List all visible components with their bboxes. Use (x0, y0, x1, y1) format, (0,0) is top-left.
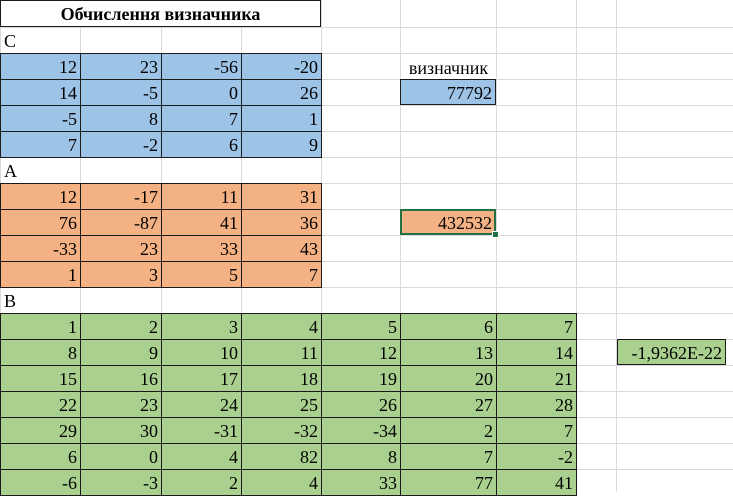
matrix-b-cell[interactable]: 15 (0, 365, 81, 392)
matrix-b-cell[interactable]: -32 (241, 417, 322, 444)
matrix-b-cell[interactable]: 82 (241, 443, 322, 470)
matrix-c-cell[interactable]: 9 (241, 131, 322, 158)
matrix-b-cell[interactable]: 2 (400, 417, 497, 444)
matrix-b-cell[interactable]: 9 (80, 339, 162, 366)
matrix-c-cell[interactable]: 6 (161, 131, 242, 158)
matrix-b-cell[interactable]: -2 (496, 443, 577, 470)
grid-row-line (0, 105, 733, 106)
determinant-a-cell[interactable]: 432532 (400, 209, 496, 235)
matrix-c-cell[interactable]: 12 (0, 53, 81, 80)
determinant-b-cell[interactable]: -1,9362E-22 (617, 339, 726, 365)
matrix-b-cell[interactable]: -31 (161, 417, 242, 444)
matrix-a-cell[interactable]: 5 (161, 261, 242, 288)
grid-row-line (0, 79, 733, 80)
matrix-b-cell[interactable]: 30 (80, 417, 162, 444)
matrix-b-cell[interactable]: 2 (80, 313, 162, 340)
matrix-b-cell[interactable]: 12 (321, 339, 401, 366)
matrix-b-cell[interactable]: 28 (496, 391, 577, 418)
matrix-c-cell[interactable]: 8 (80, 105, 162, 132)
matrix-c-cell[interactable]: 1 (241, 105, 322, 132)
matrix-b-cell[interactable]: 29 (0, 417, 81, 444)
matrix-b-cell[interactable]: 10 (161, 339, 242, 366)
grid-row-line (0, 157, 733, 158)
matrix-b-cell[interactable]: 21 (496, 365, 577, 392)
grid-row-line (0, 235, 733, 236)
matrix-a-cell[interactable]: -17 (80, 183, 162, 210)
matrix-a-cell[interactable]: -87 (80, 209, 162, 236)
matrix-b-cell[interactable]: 8 (321, 443, 401, 470)
matrix-c-cell[interactable]: 26 (241, 79, 322, 106)
matrix-c-cell[interactable]: -5 (80, 79, 162, 106)
matrix-c-cell[interactable]: 7 (161, 105, 242, 132)
matrix-a-cell[interactable]: 43 (241, 235, 322, 262)
grid-column-line (496, 0, 497, 492)
grid-column-line (616, 0, 617, 492)
matrix-a-cell[interactable]: 12 (0, 183, 81, 210)
determinant-c-cell[interactable]: 77792 (400, 79, 496, 105)
matrix-b-cell[interactable]: 25 (241, 391, 322, 418)
fill-handle[interactable] (492, 231, 499, 238)
matrix-c-cell[interactable]: -56 (161, 53, 242, 80)
determinant-label[interactable]: визначник (408, 58, 489, 78)
sheet-title[interactable]: Обчислення визначника (0, 0, 321, 27)
grid-row-line (0, 261, 733, 262)
matrix-b-cell[interactable]: 19 (321, 365, 401, 392)
grid-column-line (576, 0, 577, 492)
grid-row-line (0, 209, 733, 210)
matrix-b-cell[interactable]: 0 (80, 443, 162, 470)
matrix-a-cell[interactable]: 41 (161, 209, 242, 236)
matrix-a-cell[interactable]: -33 (0, 235, 81, 262)
matrix-b-cell[interactable]: -34 (321, 417, 401, 444)
matrix-b-cell[interactable]: 7 (496, 313, 577, 340)
matrix-b-cell[interactable]: 7 (496, 417, 577, 444)
matrix-a-cell[interactable]: 31 (241, 183, 322, 210)
matrix-b-cell[interactable]: 4 (161, 443, 242, 470)
matrix-c-cell[interactable]: -5 (0, 105, 81, 132)
section-label-b[interactable]: B (4, 291, 17, 311)
matrix-b-cell[interactable]: 18 (241, 365, 322, 392)
grid-row-line (0, 131, 733, 132)
section-label-a[interactable]: A (4, 161, 17, 181)
matrix-b-cell[interactable]: 5 (321, 313, 401, 340)
matrix-c-cell[interactable]: -2 (80, 131, 162, 158)
matrix-a-cell[interactable]: 23 (80, 235, 162, 262)
matrix-b-cell[interactable]: 13 (400, 339, 497, 366)
matrix-b-cell[interactable]: 11 (241, 339, 322, 366)
matrix-b-cell[interactable]: 22 (0, 391, 81, 418)
matrix-c-cell[interactable]: 23 (80, 53, 162, 80)
matrix-b-cell[interactable]: 6 (0, 443, 81, 470)
matrix-b-cell[interactable]: 1 (0, 313, 81, 340)
matrix-b-cell[interactable]: 4 (241, 313, 322, 340)
matrix-b-cell[interactable]: 7 (400, 443, 497, 470)
grid-row-line (0, 53, 733, 54)
matrix-b-cell[interactable]: 8 (0, 339, 81, 366)
matrix-a-cell[interactable]: 76 (0, 209, 81, 236)
matrix-b-cell[interactable]: 27 (400, 391, 497, 418)
matrix-b-cell[interactable]: 14 (496, 339, 577, 366)
matrix-b-cell[interactable]: 16 (80, 365, 162, 392)
grid-row-line (0, 183, 733, 184)
grid-column-line (400, 0, 401, 492)
matrix-a-cell[interactable]: 33 (161, 235, 242, 262)
grid-row-line (0, 27, 733, 28)
matrix-b-cell[interactable]: 26 (321, 391, 401, 418)
matrix-a-cell[interactable]: 11 (161, 183, 242, 210)
grid-row-line (0, 287, 733, 288)
matrix-a-cell[interactable]: 36 (241, 209, 322, 236)
matrix-b-cell[interactable]: 20 (400, 365, 497, 392)
matrix-a-cell[interactable]: 3 (80, 261, 162, 288)
matrix-c-cell[interactable]: 14 (0, 79, 81, 106)
matrix-b-cell[interactable]: 24 (161, 391, 242, 418)
matrix-c-cell[interactable]: 0 (161, 79, 242, 106)
matrix-b-cell[interactable]: 23 (80, 391, 162, 418)
matrix-a-cell[interactable]: 1 (0, 261, 81, 288)
matrix-b-cell[interactable]: 6 (400, 313, 497, 340)
matrix-b-cell[interactable]: 3 (161, 313, 242, 340)
matrix-a-cell[interactable]: 7 (241, 261, 322, 288)
matrix-b-cell[interactable]: 17 (161, 365, 242, 392)
section-label-c[interactable]: C (4, 31, 17, 51)
matrix-c-cell[interactable]: -20 (241, 53, 322, 80)
matrix-c-cell[interactable]: 7 (0, 131, 81, 158)
